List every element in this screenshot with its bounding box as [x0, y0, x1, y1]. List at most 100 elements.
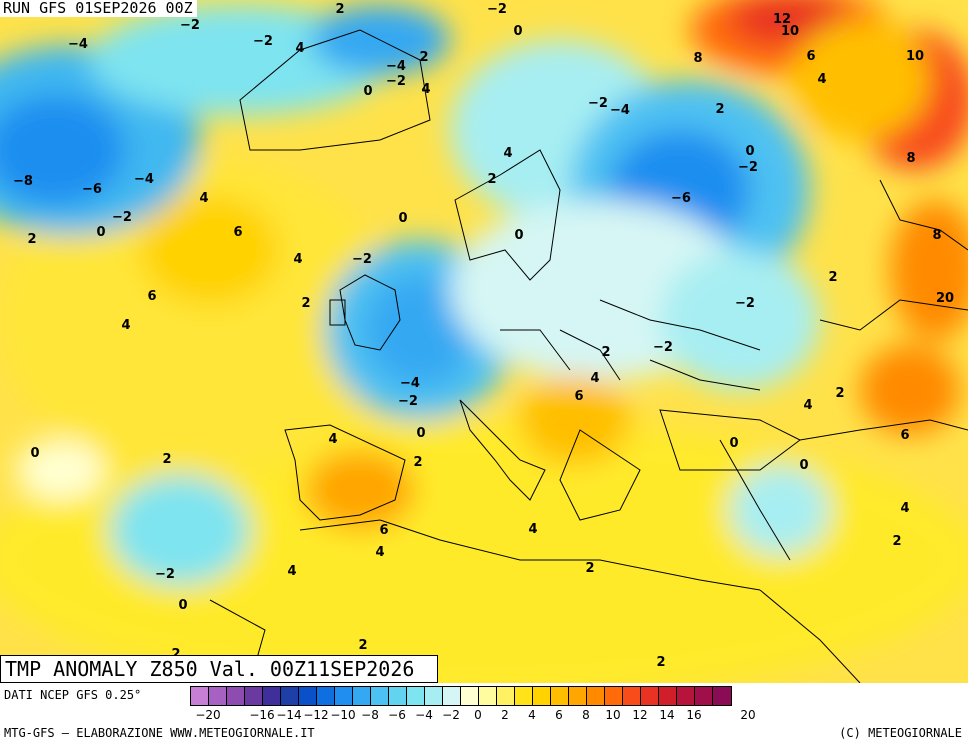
color-scale-tick: −16 [249, 708, 275, 722]
color-scale-tick: −4 [415, 708, 433, 722]
contour-label: 2 [171, 647, 180, 662]
contour-label: 8 [932, 228, 941, 243]
contour-label: −4 [134, 172, 154, 187]
color-swatch [623, 687, 641, 705]
contour-label: 4 [375, 545, 384, 560]
color-swatch [389, 687, 407, 705]
contour-label: 4 [421, 82, 430, 97]
contour-label: −2 [653, 340, 673, 355]
contour-label: 2 [358, 638, 367, 653]
contour-label: −2 [487, 2, 507, 17]
color-swatch [425, 687, 443, 705]
contour-label: 6 [900, 428, 909, 443]
contour-label: 8 [906, 151, 915, 166]
run-label: RUN GFS 01SEP2026 00Z [0, 0, 197, 17]
contour-label: 6 [806, 49, 815, 64]
contour-label: 4 [803, 398, 812, 413]
color-swatch [227, 687, 245, 705]
color-swatch [659, 687, 677, 705]
contour-label: 4 [293, 252, 302, 267]
color-swatch [713, 687, 731, 705]
color-swatch [245, 687, 263, 705]
contour-label: 0 [363, 84, 372, 99]
contour-label: 0 [30, 446, 39, 461]
contour-label: 0 [799, 458, 808, 473]
contour-label: 8 [693, 51, 702, 66]
contour-label: 0 [416, 426, 425, 441]
contour-label: −2 [180, 18, 200, 33]
color-scale-tick: −2 [442, 708, 460, 722]
contour-label: −2 [588, 96, 608, 111]
contour-label: 4 [287, 564, 296, 579]
contour-label: −2 [386, 74, 406, 89]
color-swatch [695, 687, 713, 705]
contour-label: −2 [112, 210, 132, 225]
color-swatch [299, 687, 317, 705]
color-swatch [209, 687, 227, 705]
credit-right: (C) METEOGIORNALE [839, 726, 962, 740]
contour-label: 4 [328, 432, 337, 447]
color-swatch [263, 687, 281, 705]
contour-label: 2 [301, 296, 310, 311]
contour-label: −2 [738, 160, 758, 175]
color-swatch [443, 687, 461, 705]
contour-label: 0 [514, 228, 523, 243]
contour-label: 4 [199, 191, 208, 206]
color-swatch [515, 687, 533, 705]
contour-label: 0 [745, 144, 754, 159]
color-scale [190, 686, 732, 706]
contour-label: 4 [528, 522, 537, 537]
contour-label: −2 [253, 34, 273, 49]
color-scale-tick: 16 [686, 708, 702, 722]
contour-label: 20 [936, 291, 954, 306]
contour-label: −6 [82, 182, 102, 197]
contour-label: 2 [487, 172, 496, 187]
color-scale-tick: 20 [740, 708, 756, 722]
contour-label: 0 [96, 225, 105, 240]
contour-label: 2 [835, 386, 844, 401]
contour-label: −2 [352, 252, 372, 267]
contour-label: −4 [386, 59, 406, 74]
contour-label: −4 [610, 103, 630, 118]
contour-label: −4 [400, 376, 420, 391]
contour-label: 4 [503, 146, 512, 161]
contour-label: −2 [398, 394, 418, 409]
color-scale-tick: 8 [582, 708, 590, 722]
contour-label: 6 [233, 225, 242, 240]
color-swatch [371, 687, 389, 705]
contour-label: 4 [121, 318, 130, 333]
contour-label: 12 [773, 12, 791, 27]
contour-label: 6 [147, 289, 156, 304]
contour-label: 10 [781, 24, 799, 39]
color-swatch [479, 687, 497, 705]
color-swatch [335, 687, 353, 705]
color-scale-tick: 0 [474, 708, 482, 722]
contour-label: 2 [892, 534, 901, 549]
color-swatch [587, 687, 605, 705]
color-scale-tick: −12 [303, 708, 329, 722]
contour-label: 0 [398, 211, 407, 226]
contour-label: −2 [155, 567, 175, 582]
contour-label: 4 [590, 371, 599, 386]
contour-label: 2 [419, 50, 428, 65]
contour-label: 0 [513, 24, 522, 39]
contour-label: 2 [27, 232, 36, 247]
contour-label: 4 [295, 41, 304, 56]
map-title: TMP ANOMALY Z850 Val. 00Z11SEP2026 [0, 655, 438, 683]
color-swatch [281, 687, 299, 705]
color-swatch [569, 687, 587, 705]
color-swatch [317, 687, 335, 705]
contour-label: 6 [379, 523, 388, 538]
color-scale-ticks: −20 −16 −14 −12 −10 −8 −6 −4 −2 0 2 4 6 8 10 12 14 16 20 [190, 708, 968, 724]
color-scale-tick: 2 [501, 708, 509, 722]
contour-label: 2 [601, 345, 610, 360]
color-swatch [461, 687, 479, 705]
contour-label: 2 [828, 270, 837, 285]
contour-label: 6 [574, 389, 583, 404]
color-swatch [191, 687, 209, 705]
color-swatch [677, 687, 695, 705]
footer: DATI NCEP GFS 0.25° −20 −16 −14 −12 −10 −8 −6−… [0, 683, 968, 745]
contour-label: 10 [906, 49, 924, 64]
contour-label: −8 [13, 174, 33, 189]
color-swatch [497, 687, 515, 705]
